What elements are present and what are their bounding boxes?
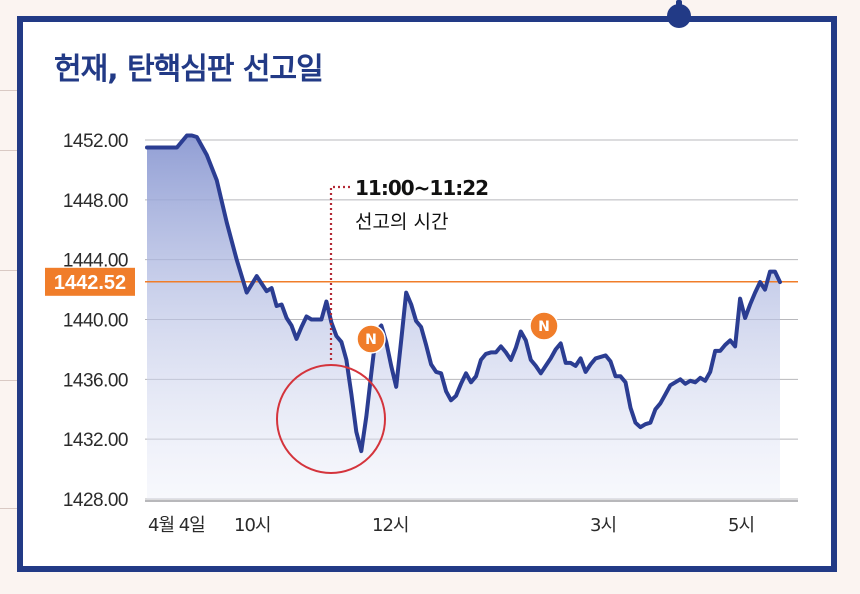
x-tick-label: 5시 bbox=[728, 515, 754, 536]
news-marker-icon: N bbox=[529, 311, 559, 341]
chart-title: 헌재, 탄핵심판 선고일 bbox=[54, 52, 324, 87]
x-tick-label: 12시 bbox=[372, 515, 408, 536]
y-tick-label: 1436.00 bbox=[63, 370, 128, 391]
reference-label-box bbox=[45, 267, 135, 296]
y-tick-label: 1432.00 bbox=[63, 430, 128, 451]
annotation-time: 11:00~11:22 bbox=[355, 176, 488, 200]
highlight-circle bbox=[276, 364, 386, 474]
annotation-leader bbox=[329, 185, 350, 360]
news-marker-label: N bbox=[365, 332, 377, 348]
series-line bbox=[145, 133, 782, 454]
annotation-text: 선고의 시간 bbox=[355, 211, 448, 233]
news-marker-icon: N bbox=[356, 324, 386, 354]
y-tick-label: 1448.00 bbox=[63, 191, 128, 212]
series-area bbox=[147, 135, 780, 499]
y-tick-label: 1444.00 bbox=[63, 251, 128, 272]
x-tick-label: 4월 4일 bbox=[148, 515, 205, 536]
x-tick-label: 10시 bbox=[234, 515, 270, 536]
x-tick-label: 3시 bbox=[590, 515, 616, 536]
y-tick-label: 1440.00 bbox=[63, 311, 128, 332]
y-tick-label: 1452.00 bbox=[63, 131, 128, 152]
news-marker-label: N bbox=[538, 319, 550, 335]
y-tick-label: 1428.00 bbox=[63, 490, 128, 511]
reference-label: 1442.52 bbox=[54, 272, 126, 294]
pin-icon bbox=[667, 4, 691, 28]
